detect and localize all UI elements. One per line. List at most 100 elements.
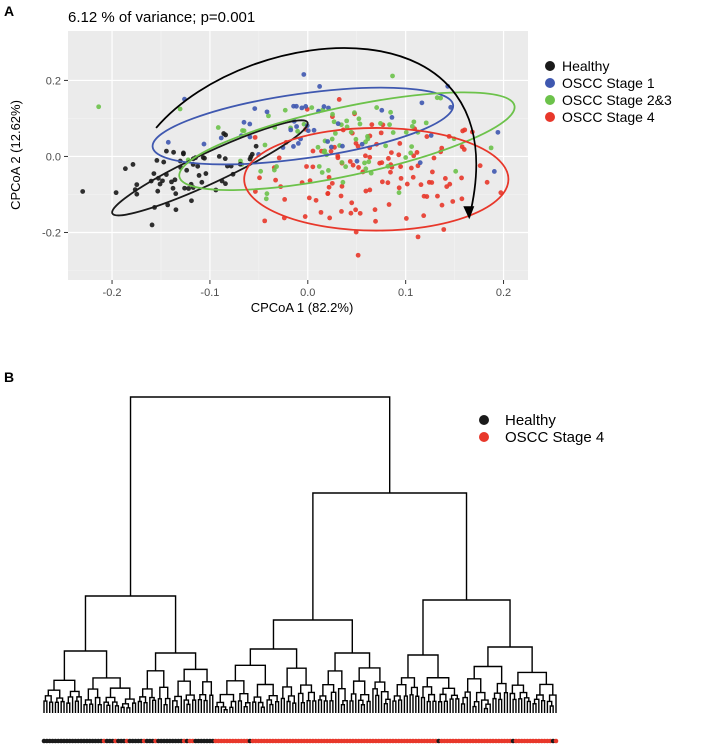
dendrogram-branch xyxy=(312,700,317,713)
data-point xyxy=(359,141,365,147)
data-point xyxy=(266,113,271,119)
dendrogram-branch xyxy=(84,699,92,705)
dendrogram-branch xyxy=(517,671,548,686)
dendrogram-branch xyxy=(183,668,208,682)
dendrogram-branch xyxy=(183,699,190,713)
data-point xyxy=(295,128,301,134)
data-point xyxy=(355,252,361,258)
x-tick-label: -0.2 xyxy=(103,287,122,299)
dendrogram-branch xyxy=(428,693,436,702)
data-point xyxy=(252,106,258,112)
data-point xyxy=(363,153,368,159)
data-point xyxy=(450,199,456,204)
data-point xyxy=(350,162,356,168)
data-point xyxy=(291,144,296,149)
data-point xyxy=(186,186,191,191)
data-point xyxy=(366,159,372,165)
dendrogram-branch xyxy=(366,700,371,713)
data-point xyxy=(134,191,140,197)
dendrogram-branch xyxy=(337,687,346,713)
x-axis-label: CPCoA 1 (82.2%) xyxy=(251,300,354,315)
dendrogram-branch xyxy=(300,701,305,713)
data-point xyxy=(442,176,448,181)
data-point xyxy=(223,181,228,187)
data-point xyxy=(373,218,378,224)
dendrogram-branch xyxy=(319,695,327,701)
dendrogram-branch xyxy=(209,694,214,713)
data-point xyxy=(363,188,369,194)
data-point xyxy=(411,153,417,159)
data-point xyxy=(258,168,264,174)
data-point xyxy=(164,148,169,154)
data-point xyxy=(386,156,391,161)
plot-background xyxy=(68,31,528,280)
dendrogram-branch xyxy=(317,699,323,713)
x-tick-label: -0.1 xyxy=(200,287,219,299)
y-tick-label: 0.0 xyxy=(46,151,61,163)
data-point xyxy=(327,215,333,221)
dendrogram-branch xyxy=(422,686,433,698)
data-point xyxy=(378,130,384,136)
data-point xyxy=(383,143,389,149)
dendrogram-branch xyxy=(234,664,267,685)
legend-label: OSCC Stage 1 xyxy=(562,75,655,91)
dendrogram-branch xyxy=(202,681,213,696)
data-point xyxy=(165,202,171,208)
data-point xyxy=(410,174,416,180)
dendrogram-branch xyxy=(306,699,311,713)
dendrogram-branch xyxy=(438,701,443,713)
data-point xyxy=(271,167,277,173)
data-point xyxy=(390,130,396,135)
dendrogram-branch xyxy=(154,652,197,671)
dendrogram-branch xyxy=(526,700,531,713)
data-point xyxy=(411,119,417,125)
data-point xyxy=(328,144,334,150)
dendrogram-branch xyxy=(63,650,108,681)
confidence-ellipse xyxy=(151,86,455,166)
dendrogram xyxy=(41,396,559,744)
dendrogram-branch xyxy=(546,700,553,713)
data-point xyxy=(335,121,341,127)
data-point xyxy=(379,179,385,185)
dendrogram-branch xyxy=(385,698,391,713)
dendrogram-branch xyxy=(426,700,431,713)
data-point xyxy=(328,148,334,154)
legend-swatch xyxy=(545,78,555,88)
data-point xyxy=(388,150,394,156)
data-point xyxy=(282,107,288,113)
data-point xyxy=(418,182,424,188)
data-point xyxy=(459,175,464,181)
dendrogram-branch xyxy=(473,700,480,713)
data-point xyxy=(357,210,363,216)
data-point xyxy=(415,234,421,240)
dendrogram-branch xyxy=(157,698,162,713)
data-point xyxy=(313,197,319,203)
dendrogram-branch xyxy=(226,680,245,695)
legend-label: OSCC Stage 2&3 xyxy=(562,92,672,108)
panel-b-label: B xyxy=(4,369,14,385)
data-point xyxy=(398,175,404,181)
data-point xyxy=(396,185,402,191)
data-point xyxy=(344,118,350,124)
dendrogram-branch xyxy=(44,695,52,703)
data-point xyxy=(309,105,315,111)
data-point xyxy=(253,143,259,149)
data-point xyxy=(263,196,269,202)
dendrogram-branch xyxy=(131,702,137,713)
dendrogram-branch xyxy=(358,667,381,683)
y-axis-label: CPCoA 2 (12.62%) xyxy=(8,100,23,210)
data-point xyxy=(201,141,207,147)
data-point xyxy=(171,149,176,155)
dendrogram-branch xyxy=(214,706,220,713)
data-point xyxy=(424,134,430,139)
dendrogram-branch xyxy=(260,706,265,713)
dendrogram-branch xyxy=(487,646,533,673)
data-point xyxy=(348,210,354,216)
chart-title: 6.12 % of variance; p=0.001 xyxy=(68,9,255,26)
dendrogram-branch xyxy=(143,701,148,713)
data-point xyxy=(356,165,361,170)
dendrogram-branch xyxy=(509,692,516,713)
dendrogram-branch xyxy=(396,683,407,697)
dendrogram-branch xyxy=(186,703,191,713)
data-point xyxy=(181,151,186,157)
